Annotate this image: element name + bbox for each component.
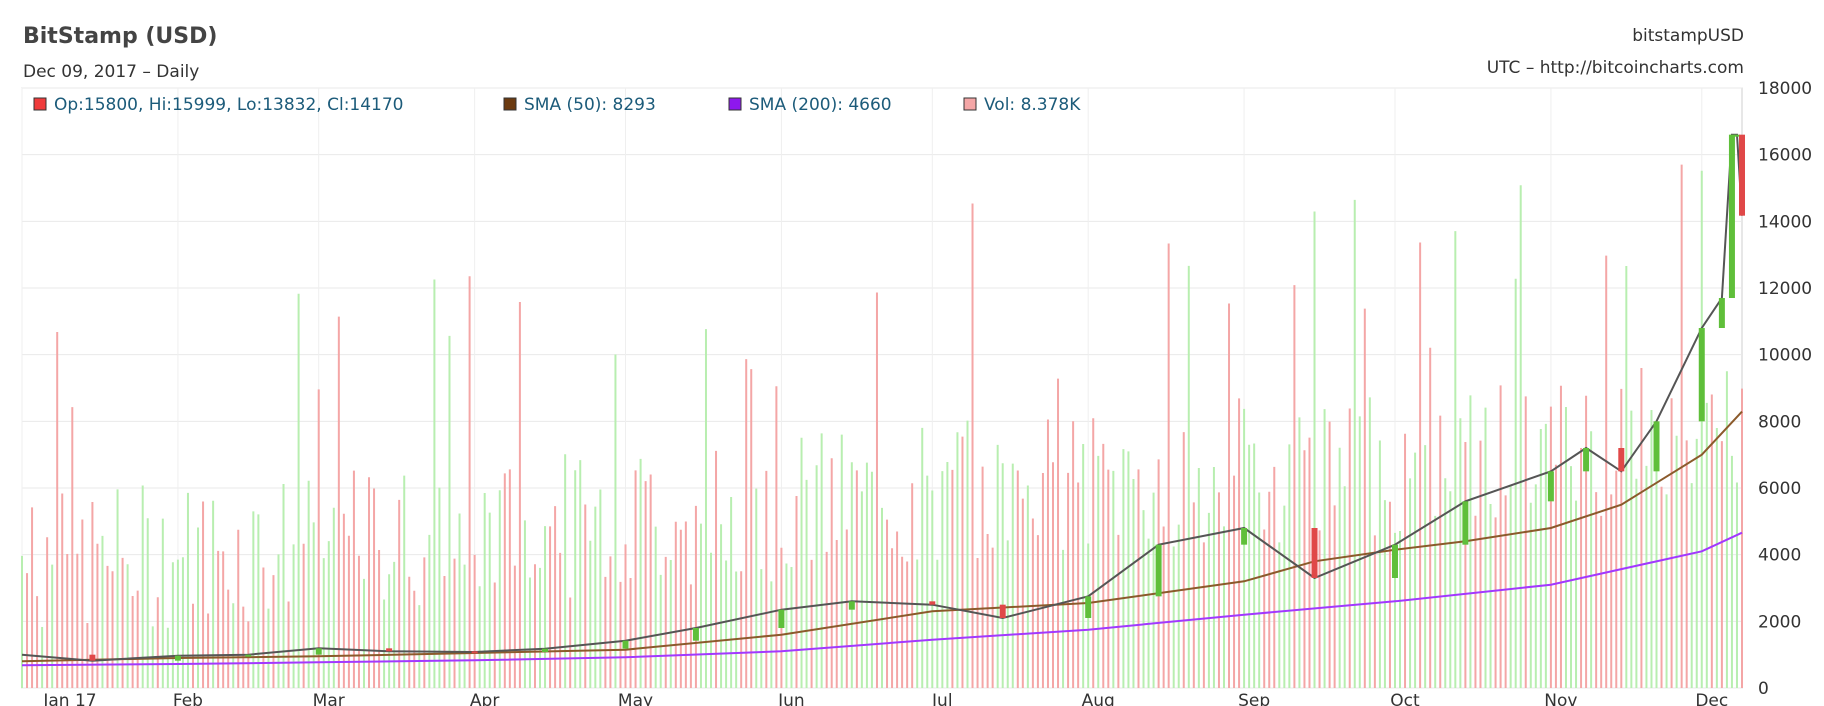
candle (542, 648, 549, 652)
y-tick-label: 12000 (1758, 279, 1812, 299)
legend-swatch (963, 97, 977, 111)
candle (1698, 328, 1705, 422)
candle (1085, 596, 1092, 618)
x-tick-label: Sep (1238, 691, 1270, 706)
legend-swatch (503, 97, 517, 111)
candle (622, 640, 629, 649)
candle (1733, 134, 1740, 137)
candle (692, 628, 699, 641)
candle (1718, 298, 1725, 328)
x-tick-label: Aug (1082, 691, 1115, 706)
sma50-line (21, 410, 1743, 663)
x-tick-label: Jun (777, 691, 805, 706)
y-tick-label: 8000 (1758, 412, 1801, 432)
legend-label: Vol: 8.378K (984, 95, 1081, 115)
y-tick-label: 2000 (1758, 612, 1801, 632)
y-tick-label: 6000 (1758, 479, 1801, 499)
chart-symbol: bitstampUSD (1632, 26, 1744, 46)
legend-swatch (33, 97, 47, 111)
candle (174, 655, 181, 661)
x-tick-label: Nov (1544, 691, 1577, 706)
candle (471, 651, 478, 654)
price-line (21, 133, 1743, 662)
x-tick-label: Dec (1695, 691, 1728, 706)
x-tick-label: May (618, 691, 653, 706)
candle (999, 604, 1006, 618)
candle (1728, 134, 1735, 298)
x-tick-label: Jul (931, 691, 953, 706)
candle (1618, 448, 1625, 472)
candle (1155, 544, 1162, 597)
candle (89, 654, 96, 661)
y-tick-label: 4000 (1758, 546, 1801, 566)
candle (245, 654, 252, 657)
x-tick-label: Oct (1390, 691, 1420, 706)
sma200-line (21, 531, 1743, 667)
candle (778, 609, 785, 628)
candle (1311, 528, 1318, 578)
candle (1391, 544, 1398, 578)
y-tick-label: 18000 (1758, 79, 1812, 99)
candle (1241, 528, 1248, 545)
chart-subtitle: Dec 09, 2017 – Daily (23, 62, 200, 82)
candle (1583, 448, 1590, 472)
candle (315, 648, 322, 655)
y-tick-label: 14000 (1758, 212, 1812, 232)
legend-swatch (728, 97, 742, 111)
candle (929, 601, 936, 605)
y-tick-label: 0 (1758, 679, 1769, 699)
legend-label: SMA (200): 4660 (749, 95, 892, 115)
candle (1653, 421, 1660, 472)
x-tick-label: Mar (313, 691, 345, 706)
x-tick-label: Apr (470, 691, 499, 706)
y-tick-label: 10000 (1758, 346, 1812, 366)
candle (1462, 501, 1469, 545)
candle (386, 648, 393, 652)
candle (848, 601, 855, 610)
x-tick-label: Feb (173, 691, 203, 706)
candle (1547, 471, 1554, 502)
y-tick-label: 16000 (1758, 146, 1812, 166)
legend-label: Op:15800, Hi:15999, Lo:13832, Cl:14170 (54, 95, 404, 115)
legend-label: SMA (50): 8293 (524, 95, 656, 115)
x-tick-label: Jan 17 (42, 691, 96, 706)
candle (1739, 134, 1745, 216)
chart-title: BitStamp (USD) (23, 24, 218, 49)
chart-source: UTC – http://bitcoincharts.com (1486, 58, 1744, 78)
